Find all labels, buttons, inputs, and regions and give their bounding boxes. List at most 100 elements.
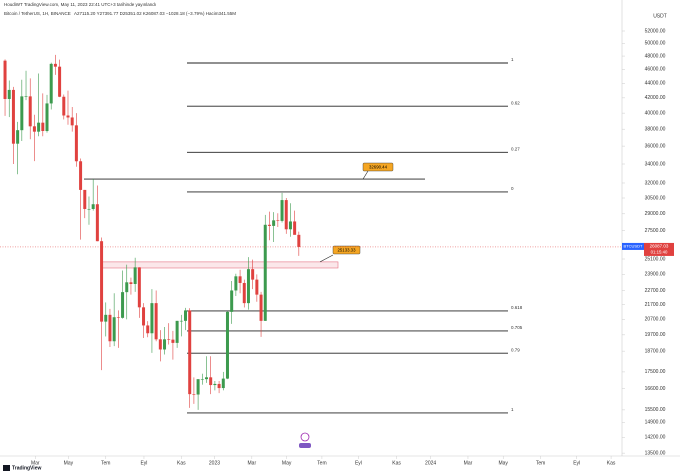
x-tick-label: Tem: [101, 460, 110, 466]
fib-label: 0.618: [511, 305, 523, 310]
x-tick-label: May: [498, 460, 508, 466]
candle-body: [3, 60, 7, 99]
zone-label: 25133.33: [338, 247, 357, 252]
candle-body: [16, 130, 20, 144]
y-tick-label: 40000.00: [645, 110, 666, 116]
y-tick-label: 50000.00: [645, 41, 666, 47]
candle-body: [242, 282, 246, 304]
y-tick-label: 25100.00: [645, 256, 666, 262]
countdown: 01:15:40: [651, 250, 668, 255]
logo: TradingView: [12, 465, 41, 471]
resistance-pointer: [362, 170, 369, 180]
y-tick-label: 44000.00: [645, 81, 666, 87]
candle-body: [150, 303, 154, 334]
x-tick-label: 2023: [209, 460, 220, 466]
candle-body: [74, 125, 78, 162]
y-tick-label: 15500.00: [645, 407, 666, 413]
candle-body: [230, 290, 234, 312]
x-tick-label: May: [64, 460, 74, 466]
candle-body: [83, 189, 87, 209]
ticker-box: [622, 242, 644, 250]
candle-body: [116, 317, 120, 318]
ticker: BTCUSDT: [624, 244, 643, 249]
y-tick-label: 38000.00: [645, 127, 666, 133]
candle-body: [293, 221, 297, 235]
event-badge[interactable]: [299, 443, 311, 448]
candle-body: [217, 383, 221, 389]
y-tick-label: 23900.00: [645, 272, 666, 278]
fib-label: 1: [511, 407, 514, 412]
y-tick-label: 36000.00: [645, 143, 666, 149]
x-tick-label: Kas: [177, 460, 186, 466]
candle-body: [87, 208, 91, 210]
candle-body: [184, 310, 188, 321]
y-tick-label: 18700.00: [645, 348, 666, 354]
candle-body: [175, 320, 179, 343]
candle-body: [129, 282, 133, 284]
candle-body: [251, 269, 255, 280]
x-tick-label: Mar: [464, 460, 473, 466]
candle-body: [41, 122, 45, 132]
candle-body: [154, 303, 158, 340]
y-tick-label: 20700.00: [645, 317, 666, 323]
x-tick-label: 2024: [425, 460, 436, 466]
candle-body: [70, 117, 74, 126]
candle-body: [272, 220, 276, 226]
candle-body: [137, 267, 141, 308]
x-tick-label: May: [282, 460, 292, 466]
y-tick-label: 42000.00: [645, 95, 666, 101]
candle-body: [66, 115, 70, 118]
candle-body: [280, 200, 284, 221]
candle-body: [62, 96, 66, 116]
y-tick-label: 14900.00: [645, 420, 666, 426]
candle-body: [200, 379, 204, 380]
candle-body: [104, 314, 108, 322]
candle-body: [276, 220, 280, 221]
x-tick-label: Kas: [607, 460, 616, 466]
candle-body: [204, 377, 208, 380]
candle-body: [171, 339, 175, 343]
candle-body: [79, 161, 83, 190]
x-tick-label: Eyl: [355, 460, 362, 466]
candle-body: [188, 310, 192, 395]
publisher: HoudiWT TradingView.com, May 11, 2023 22…: [4, 2, 156, 7]
zone-label-box: [332, 245, 361, 255]
candle-body: [255, 279, 259, 295]
zone: [100, 261, 339, 269]
candle-body: [45, 103, 49, 132]
last-price-box: [644, 242, 674, 256]
x-tick-label: Tem: [317, 460, 326, 466]
y-tick-label: 32000.00: [645, 180, 666, 186]
candle-body: [163, 339, 167, 350]
fib-label: 0.62: [511, 100, 520, 105]
x-tick-label: Tem: [536, 460, 545, 466]
candle-body: [100, 241, 104, 322]
candle-body: [121, 292, 125, 318]
event-icon[interactable]: [300, 432, 310, 442]
candle-body: [267, 224, 271, 226]
y-tick-label: 22700.00: [645, 288, 666, 294]
y-tick-label: 29000.00: [645, 211, 666, 217]
candle-body: [225, 311, 229, 379]
y-tick-label: 13500.00: [645, 450, 666, 456]
candle-body: [146, 325, 150, 334]
candle-body: [133, 267, 137, 284]
zone-pointer: [319, 254, 334, 263]
ohlc: A27115.20 Y27391.77 D25351.02 K26087.03 …: [74, 11, 236, 16]
fib-label: 1: [511, 57, 514, 62]
candle-body: [209, 377, 213, 386]
candle-body: [108, 314, 112, 342]
candle-body: [284, 200, 288, 230]
y-tick-label: 27500.00: [645, 228, 666, 234]
candle-body: [288, 221, 292, 230]
candle-body: [91, 204, 95, 209]
resistance-label: 32690.44: [369, 164, 388, 169]
currency: USDT: [653, 13, 667, 19]
candle-body: [297, 234, 301, 247]
candle-body: [263, 224, 267, 321]
candle-body: [20, 96, 24, 131]
candle-body: [259, 294, 263, 321]
candle-body: [7, 89, 11, 99]
candle-body: [49, 63, 53, 104]
